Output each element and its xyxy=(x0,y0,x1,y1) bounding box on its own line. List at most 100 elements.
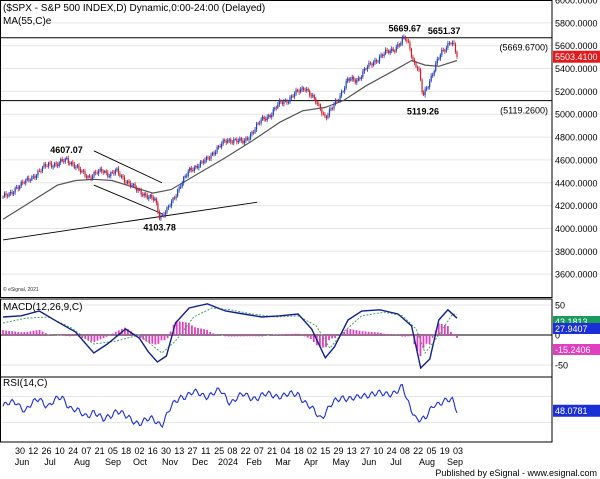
candle-body xyxy=(375,59,378,62)
price-y-tick-label: 5200.0000 xyxy=(555,87,598,97)
price-annotation: 5669.67 xyxy=(389,24,422,34)
candle-body xyxy=(13,192,15,194)
candle-body xyxy=(406,39,408,42)
candle-body xyxy=(17,187,19,190)
horizontal-level-label: (5669.6700) xyxy=(499,43,548,53)
macd-histogram-bar xyxy=(111,333,114,335)
macd-histogram-bar xyxy=(81,335,84,339)
x-tick-day-label: 10 xyxy=(55,446,65,456)
macd-histogram-bar xyxy=(318,335,321,347)
candle-body xyxy=(246,137,249,140)
macd-histogram-bar xyxy=(294,333,297,335)
macd-value-label: -15.2406 xyxy=(555,345,591,355)
macd-histogram-bar xyxy=(382,333,385,335)
x-tick-day-label: 12 xyxy=(28,446,38,456)
x-tick-day-label: 13 xyxy=(174,446,184,456)
macd-histogram-bar xyxy=(96,335,99,341)
macd-histogram-bar xyxy=(242,335,245,337)
candle-body xyxy=(46,166,48,167)
x-tick-day-label: 21 xyxy=(95,446,105,456)
macd-histogram-bar xyxy=(87,335,90,341)
candle-body xyxy=(178,187,180,191)
footer-credit: Published by eSignal - www.esignal.com xyxy=(435,468,597,478)
candle-body xyxy=(243,140,246,144)
candle-body xyxy=(450,43,452,44)
candle-body xyxy=(416,67,419,69)
candle-body xyxy=(163,214,165,216)
candle-body xyxy=(444,50,446,52)
candle-body xyxy=(418,68,420,71)
candle-body xyxy=(11,192,13,194)
candle-body xyxy=(283,101,285,105)
candle-body xyxy=(114,170,116,174)
candle-body xyxy=(280,100,282,103)
candle-body xyxy=(32,176,34,178)
candle-body xyxy=(392,48,394,51)
macd-histogram-bar xyxy=(328,335,330,341)
rsi-value-label: 48.0781 xyxy=(555,406,588,416)
candle-body xyxy=(374,59,376,63)
candle-body xyxy=(9,192,12,194)
candle-body xyxy=(378,56,381,62)
macd-histogram-bar xyxy=(26,331,29,335)
candle-body xyxy=(8,193,10,197)
candle-body xyxy=(301,87,303,90)
macd-histogram-bar xyxy=(212,333,215,335)
candle-body xyxy=(407,41,410,43)
candle-body xyxy=(347,78,349,82)
macd-histogram-bar xyxy=(206,329,209,335)
candle-body xyxy=(260,119,262,124)
macd-histogram-bar xyxy=(373,332,376,335)
macd-histogram-bar xyxy=(191,325,193,335)
price-y-tick-label: 5800.0000 xyxy=(555,18,598,28)
candle-body xyxy=(333,104,335,109)
price-annotation: 4103.78 xyxy=(143,223,176,233)
candle-body xyxy=(87,175,89,178)
macd-histogram-bar xyxy=(8,330,10,335)
candle-body xyxy=(154,198,156,201)
macd-histogram-bar xyxy=(169,331,172,335)
macd-histogram-bar xyxy=(123,327,126,335)
candle-body xyxy=(451,42,454,44)
candle-body xyxy=(84,171,86,177)
x-tick-day-label: 25 xyxy=(214,446,224,456)
candle-body xyxy=(448,43,451,44)
macd-histogram-bar xyxy=(209,331,212,335)
candle-body xyxy=(312,95,314,97)
candle-body xyxy=(359,77,361,79)
macd-histogram-bar xyxy=(364,331,367,335)
candle-body xyxy=(5,193,7,196)
macd-histogram-bar xyxy=(157,335,160,344)
candle-body xyxy=(293,93,296,97)
candle-body xyxy=(139,189,141,191)
candle-body xyxy=(240,138,242,141)
macd-histogram-bar xyxy=(453,335,455,336)
candle-body xyxy=(296,89,299,91)
candle-body xyxy=(262,116,264,120)
candle-body xyxy=(307,89,309,91)
candle-body xyxy=(306,89,308,91)
macd-histogram-bar xyxy=(59,335,62,336)
candle-body xyxy=(330,108,332,110)
macd-histogram-bar xyxy=(261,335,263,337)
candle-body xyxy=(389,50,391,53)
macd-histogram-bar xyxy=(395,334,397,335)
candle-body xyxy=(132,184,135,186)
price-y-tick-label: 6000.0000 xyxy=(555,0,598,6)
candle-body xyxy=(214,152,217,155)
macd-histogram-bar xyxy=(14,331,17,335)
macd-histogram-bar xyxy=(200,328,202,335)
x-tick-month-label: Aug xyxy=(419,457,435,467)
x-tick-month-label: Nov xyxy=(162,457,179,467)
price-y-tick-label: 4800.0000 xyxy=(555,133,598,143)
x-tick-month-label: Apr xyxy=(304,457,318,467)
macd-histogram-bar xyxy=(5,330,7,335)
candle-body xyxy=(158,212,160,219)
candle-body xyxy=(134,184,136,189)
x-tick-day-label: 16 xyxy=(148,446,158,456)
x-tick-month-label: Oct xyxy=(133,457,148,467)
candle-body xyxy=(22,182,24,183)
candle-body xyxy=(64,158,66,162)
candle-body xyxy=(394,50,396,52)
candle-body xyxy=(435,63,437,71)
